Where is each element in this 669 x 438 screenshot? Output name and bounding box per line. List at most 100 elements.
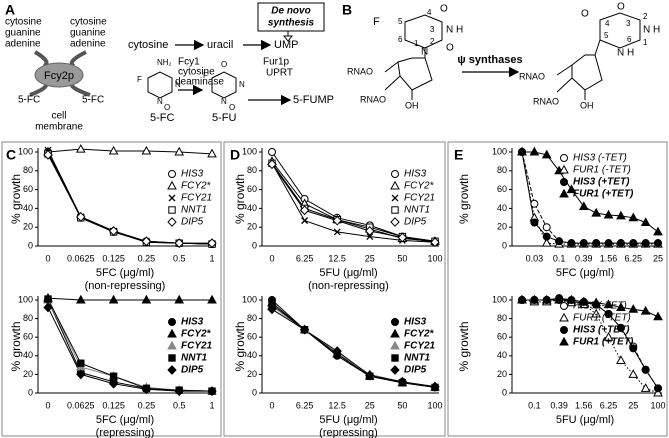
marker (566, 184, 577, 194)
marker (530, 218, 539, 227)
marker (141, 384, 152, 395)
marker (108, 294, 119, 304)
y-tick-label: 40 (497, 350, 507, 360)
marker (517, 294, 527, 304)
marker (332, 346, 342, 357)
x-tick-label: 0.25 (138, 400, 156, 410)
legend-marker (391, 170, 399, 178)
legend-label: HIS3 (+TET) (573, 325, 630, 336)
x-tick-label: 0.1 (553, 253, 566, 263)
y-tick-label: 20 (247, 369, 257, 379)
legend-marker (167, 340, 177, 350)
x-tick-label: 25 (365, 400, 375, 410)
x-tick-label: 25 (653, 253, 663, 263)
base: adenine (70, 39, 106, 50)
atom: O (446, 43, 454, 54)
x-axis-subtitle: (repressing) (319, 427, 378, 438)
atom-number: 4 (605, 19, 610, 28)
marker (108, 378, 119, 389)
marker (628, 212, 639, 222)
legend-marker (167, 365, 177, 375)
marker (541, 294, 552, 304)
marker (554, 294, 564, 304)
enzyme: cytosine (178, 67, 215, 78)
panel-label: A (5, 2, 15, 18)
atom: H (653, 25, 660, 36)
x-axis-label: 5FC (μg/ml) (96, 267, 154, 279)
x-tick-label: 6.25 (625, 253, 643, 263)
legend-label: FCY2* (181, 329, 212, 340)
legend-label: NNT1 (404, 205, 430, 216)
x-tick-label: 0 (269, 400, 274, 410)
legend-label: HIS3 (181, 169, 204, 180)
drug: 5-FC (82, 95, 104, 106)
panel-label: E (454, 147, 463, 163)
x-tick-label: 12.5 (328, 400, 346, 410)
atom: N (221, 97, 227, 106)
marker (578, 296, 589, 306)
atom-number: 1 (414, 39, 419, 48)
base: adenine (5, 39, 41, 50)
marker (530, 199, 539, 208)
marker (616, 323, 625, 332)
atom: RNAO (347, 66, 373, 76)
legend-label: DIP5 (181, 365, 204, 376)
x-tick-label: 6.25 (296, 253, 314, 263)
de-novo-box (257, 2, 325, 32)
atom: H (627, 48, 634, 59)
y-tick-label: 60 (23, 184, 33, 194)
marker (299, 205, 310, 216)
legend-marker (560, 302, 568, 310)
legend-marker (390, 180, 400, 190)
marker (567, 239, 576, 248)
fump: 5-FUMP (293, 94, 334, 106)
y-tick-label: 0 (502, 240, 507, 250)
marker (207, 238, 217, 249)
series-line (47, 307, 212, 392)
x-tick-label: 25 (365, 253, 375, 263)
enzyme: Fur1p (263, 57, 290, 68)
diagram-a: A cytosine guanine adenine cytosine guan… (5, 2, 334, 133)
atom-number: 5 (604, 31, 609, 40)
atom: O (440, 4, 448, 15)
y-axis-label: % growth (233, 174, 247, 224)
atom-number: 6 (398, 35, 403, 44)
marker (640, 305, 651, 315)
legend-marker (560, 178, 568, 186)
legend-marker (390, 217, 400, 227)
legend-marker (559, 312, 569, 322)
transport-arm (29, 50, 91, 97)
marker (629, 239, 638, 248)
legend-marker (168, 170, 176, 178)
legend-label: NNT1 (404, 353, 431, 364)
x-axis-label: 5FU (μg/ml) (556, 414, 614, 426)
marker (629, 344, 638, 353)
ring (211, 71, 237, 99)
marker (653, 311, 663, 321)
x-axis-label: 5FU (μg/ml) (319, 414, 377, 426)
y-tick-label: 40 (23, 203, 33, 213)
marker (640, 217, 651, 226)
marker (640, 383, 651, 392)
legend-label: FCY2* (404, 181, 435, 192)
atom: N (643, 25, 650, 36)
marker (365, 226, 375, 236)
series-line (271, 161, 436, 242)
y-tick-label: 20 (497, 369, 507, 379)
marker (591, 297, 602, 307)
x-tick-label: 0.125 (102, 400, 125, 410)
legend-marker (167, 328, 177, 338)
marker (654, 384, 662, 393)
atom: O (617, 2, 625, 13)
marker (44, 295, 52, 303)
legend-label: HIS3 (404, 317, 427, 328)
base: guanine (5, 28, 41, 39)
y-tick-label: 40 (247, 203, 257, 213)
x-tick-label: 0.39 (550, 400, 568, 410)
drug: 5-FC (18, 95, 40, 106)
base: cytosine (5, 17, 42, 28)
legend-label: HIS3 (181, 317, 204, 328)
x-axis-label: 5FC (μg/ml) (96, 414, 154, 426)
series-line (271, 304, 436, 388)
x-tick-label: 0.5 (173, 253, 186, 263)
